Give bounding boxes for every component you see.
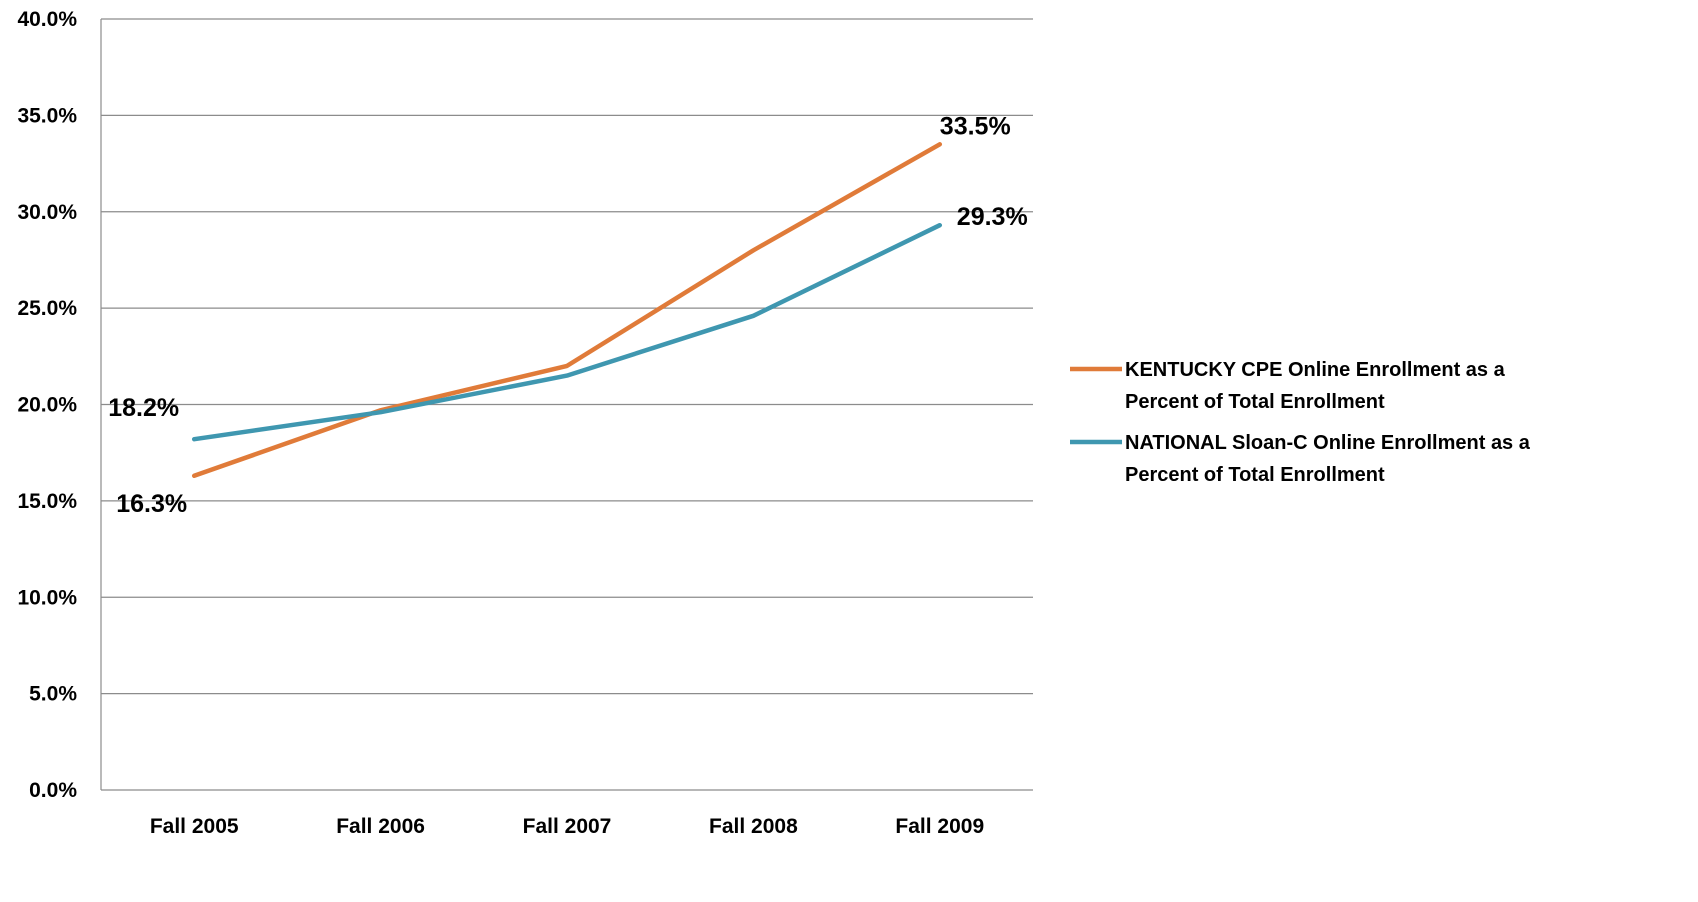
y-axis-tick-labels: 0.0% 5.0% 10.0% 15.0% 20.0% 25.0% 30.0% 35.0% 40… — [17, 8, 77, 802]
y-tick-label: 40.0% — [17, 8, 77, 31]
y-tick-label: 15.0% — [17, 490, 77, 513]
data-label: 16.3% — [116, 490, 187, 518]
series-lines — [191, 142, 943, 479]
data-label: 29.3% — [957, 203, 1028, 231]
legend-label: Percent of Total Enrollment — [1125, 391, 1385, 413]
x-tick-label: Fall 2007 — [523, 815, 612, 838]
legend-label: NATIONAL Sloan-C Online Enrollment as a — [1125, 432, 1531, 454]
y-tick-label: 5.0% — [29, 683, 77, 706]
y-tick-label: 25.0% — [17, 297, 77, 320]
y-tick-label: 30.0% — [17, 201, 77, 224]
axes — [100, 19, 1033, 791]
x-tick-label: Fall 2005 — [150, 815, 239, 838]
x-tick-label: Fall 2009 — [895, 815, 984, 838]
x-tick-label: Fall 2008 — [709, 815, 798, 838]
series-line-0 — [191, 142, 943, 479]
y-tick-label: 0.0% — [29, 779, 77, 802]
gridlines — [101, 18, 1033, 695]
data-labels: 16.3% 33.5% 18.2% 29.3% — [108, 112, 1027, 518]
x-tick-label: Fall 2006 — [336, 815, 425, 838]
data-label: 33.5% — [940, 112, 1011, 140]
x-axis-tick-labels: Fall 2005 Fall 2006 Fall 2007 Fall 2008 Fall… — [150, 815, 984, 838]
y-tick-label: 10.0% — [17, 586, 77, 609]
legend-label: Percent of Total Enrollment — [1125, 464, 1385, 486]
data-label: 18.2% — [108, 394, 179, 422]
y-tick-label: 35.0% — [17, 104, 77, 127]
series-line-1 — [191, 222, 943, 442]
legend-label: KENTUCKY CPE Online Enrollment as a — [1125, 359, 1506, 381]
legend: KENTUCKY CPE Online Enrollment as a Perce… — [1070, 359, 1531, 486]
y-tick-label: 20.0% — [17, 394, 77, 417]
